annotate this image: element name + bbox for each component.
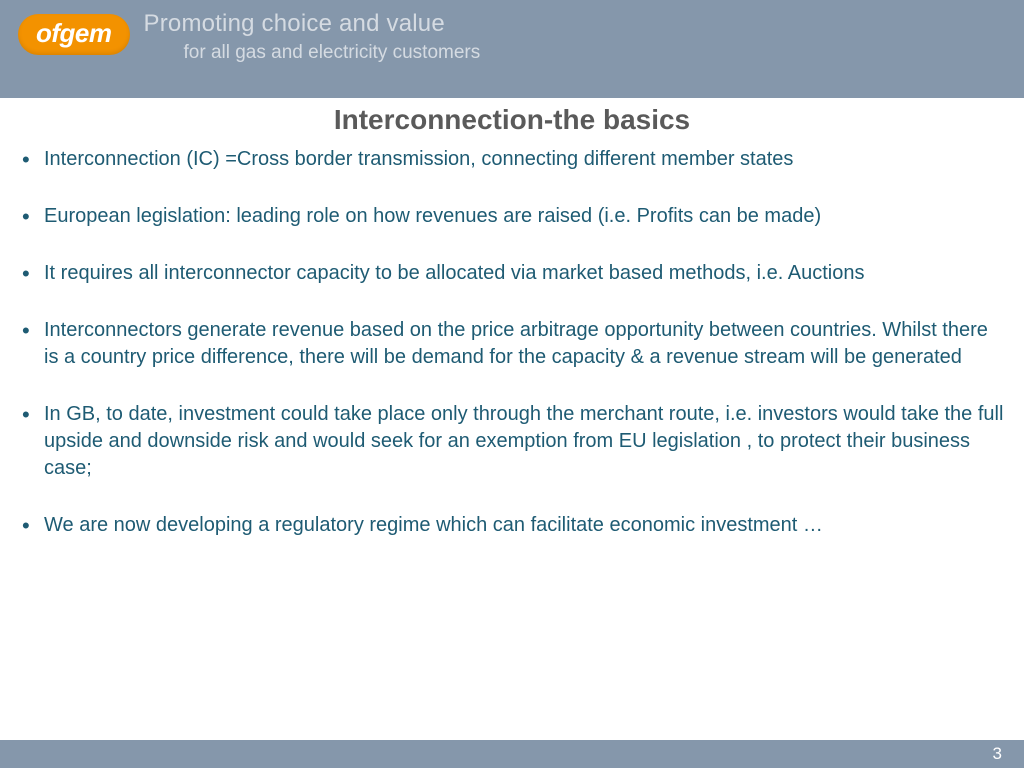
bullet-item: Interconnection (IC) =Cross border trans… (18, 146, 1006, 173)
content-area: Interconnection (IC) =Cross border trans… (0, 136, 1024, 539)
tagline: Promoting choice and value for all gas a… (144, 10, 481, 64)
tagline-line1: Promoting choice and value (144, 10, 481, 38)
slide: ofgem Promoting choice and value for all… (0, 0, 1024, 768)
page-number: 3 (993, 744, 1002, 764)
bullet-item: We are now developing a regulatory regim… (18, 512, 1006, 539)
header-band: ofgem Promoting choice and value for all… (0, 0, 1024, 98)
logo-badge: ofgem (18, 14, 130, 55)
bullet-item: It requires all interconnector capacity … (18, 260, 1006, 287)
tagline-line2: for all gas and electricity customers (184, 42, 481, 64)
bullet-item: European legislation: leading role on ho… (18, 203, 1006, 230)
bullet-list: Interconnection (IC) =Cross border trans… (18, 146, 1006, 539)
slide-title: Interconnection-the basics (0, 104, 1024, 136)
bullet-item: In GB, to date, investment could take pl… (18, 401, 1006, 482)
footer-band: 3 (0, 740, 1024, 768)
bullet-item: Interconnectors generate revenue based o… (18, 317, 1006, 371)
